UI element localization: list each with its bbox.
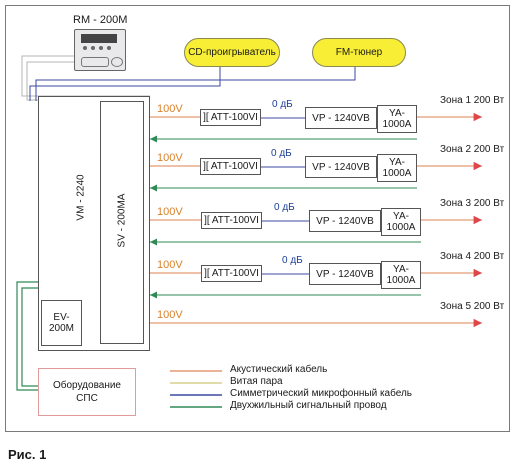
speaker-module: YA- 1000A xyxy=(381,261,421,289)
ev-module: EV- 200M xyxy=(41,300,82,346)
zone-label: Зона 2 200 Вт xyxy=(440,144,505,155)
speaker-module: YA- 1000A xyxy=(377,105,417,133)
source-cables xyxy=(29,66,356,101)
legend-label: Двухжильный сигнальный провод xyxy=(230,400,387,411)
gain-label: 0 дБ xyxy=(271,148,292,159)
remote-unit-icon xyxy=(74,29,126,71)
attenuator: ][ ATT-100VI xyxy=(200,158,261,175)
zone-voltage: 100V xyxy=(157,259,183,271)
gain-label: 0 дБ xyxy=(282,255,303,266)
zone-voltage: 100V xyxy=(157,103,183,115)
amplifier: VP - 1240VB xyxy=(309,263,381,285)
cd-player: CD-проигрыватель xyxy=(184,38,280,67)
attenuator: ][ ATT-100VI xyxy=(201,212,262,229)
selector-box xyxy=(100,101,144,344)
zone-label: Зона 5 200 Вт xyxy=(440,301,505,312)
zone-voltage: 100V xyxy=(157,309,183,321)
gain-label: 0 дБ xyxy=(272,99,293,110)
zone-voltage: 100V xyxy=(157,152,183,164)
gain-label: 0 дБ xyxy=(274,202,295,213)
amplifier: VP - 1240VB xyxy=(305,156,377,178)
attenuator: ][ ATT-100VI xyxy=(201,265,262,282)
remote-label: RM - 200M xyxy=(73,14,128,26)
figure-caption: Рис. 1 xyxy=(8,447,47,462)
legend-label: Витая пара xyxy=(230,376,283,387)
mixer-label: VM - 2240 xyxy=(75,174,87,221)
zone-voltage: 100V xyxy=(157,206,183,218)
speaker-module: YA- 1000A xyxy=(381,208,421,236)
fm-tuner: FM-тюнер xyxy=(312,38,406,67)
amplifier: VP - 1240VB xyxy=(305,107,377,129)
legend-label: Симметрический микрофонный кабель xyxy=(230,388,413,399)
signal-wire xyxy=(16,281,45,391)
speaker-module: YA- 1000A xyxy=(377,154,417,182)
attenuator: ][ ATT-100VI xyxy=(200,109,261,126)
zone-label: Зона 4 200 Вт xyxy=(440,251,505,262)
selector-label: SV - 200MA xyxy=(116,193,128,248)
zone-label: Зона 1 200 Вт xyxy=(440,95,505,106)
amplifier: VP - 1240VB xyxy=(309,210,381,232)
fire-system-box: Оборудование СПС xyxy=(38,368,136,416)
zone-label: Зона 3 200 Вт xyxy=(440,198,505,209)
legend-label: Акустический кабель xyxy=(230,364,328,375)
